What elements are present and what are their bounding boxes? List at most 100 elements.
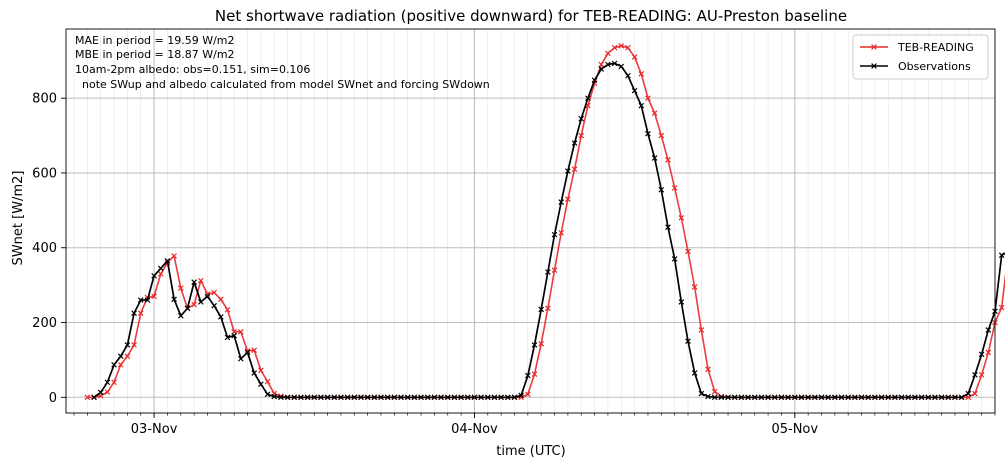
data-point-observations xyxy=(938,394,945,401)
data-point-observations xyxy=(952,394,958,401)
data-point-observations xyxy=(905,394,912,401)
data-point-observations xyxy=(364,394,371,401)
data-point-observations xyxy=(284,394,291,401)
data-point-observations xyxy=(925,394,932,401)
data-point-observations xyxy=(625,72,631,79)
data-point-observations xyxy=(678,299,685,305)
legend-swatch-marker xyxy=(871,63,877,69)
data-point-observations xyxy=(464,394,471,401)
data-point-teb-reading xyxy=(211,289,217,296)
data-point-teb-reading xyxy=(972,390,978,397)
data-point-observations xyxy=(945,394,952,401)
data-point-teb-reading xyxy=(658,132,665,139)
data-point-observations xyxy=(778,394,785,401)
data-point-observations xyxy=(858,394,865,401)
data-point-observations xyxy=(444,394,451,401)
data-point-teb-reading xyxy=(84,394,91,401)
data-point-observations xyxy=(398,394,404,401)
data-point-observations xyxy=(324,394,331,401)
series-layer xyxy=(84,43,1005,401)
data-point-observations xyxy=(424,394,431,401)
data-point-observations xyxy=(278,394,284,401)
data-point-observations xyxy=(151,272,157,279)
data-point-teb-reading xyxy=(545,305,551,312)
data-point-observations xyxy=(251,370,258,376)
data-point-teb-reading xyxy=(625,44,631,51)
y-tick-label: 400 xyxy=(32,241,57,256)
data-point-teb-reading xyxy=(691,284,698,290)
data-point-observations xyxy=(291,394,298,401)
data-point-teb-reading xyxy=(191,301,197,308)
x-tick-label: 03-Nov xyxy=(131,422,178,437)
data-point-teb-reading xyxy=(117,361,124,368)
data-point-teb-reading xyxy=(638,71,645,77)
data-point-observations xyxy=(318,394,324,401)
annotation-box: MAE in period = 19.59 W/m2 MBE in period… xyxy=(75,34,490,91)
annotation-mae: MAE in period = 19.59 W/m2 xyxy=(75,34,235,47)
data-point-teb-reading xyxy=(558,229,565,236)
data-point-observations xyxy=(958,394,965,401)
data-point-observations xyxy=(731,394,738,401)
data-point-observations xyxy=(371,394,378,401)
data-point-teb-reading xyxy=(124,353,131,359)
data-point-observations xyxy=(998,252,1005,259)
data-point-observations xyxy=(598,66,605,72)
data-point-observations xyxy=(431,394,438,401)
data-point-teb-reading xyxy=(244,348,251,354)
data-point-teb-reading xyxy=(218,296,224,303)
data-point-observations xyxy=(651,155,658,161)
data-point-observations xyxy=(791,394,798,401)
data-point-teb-reading xyxy=(137,310,144,316)
data-point-observations xyxy=(638,102,645,109)
data-point-teb-reading xyxy=(565,196,571,202)
data-point-observations xyxy=(498,394,504,401)
data-point-observations xyxy=(131,310,137,316)
data-point-observations xyxy=(411,394,418,401)
data-point-observations xyxy=(338,394,344,401)
data-point-observations xyxy=(605,61,611,68)
data-point-observations xyxy=(418,394,424,401)
data-point-observations xyxy=(691,370,698,376)
data-point-observations xyxy=(685,338,691,345)
data-point-observations xyxy=(358,394,364,401)
data-point-observations xyxy=(785,394,791,401)
data-point-observations xyxy=(558,199,565,205)
plot-frame xyxy=(65,28,996,414)
data-point-observations xyxy=(585,95,591,101)
data-point-observations xyxy=(571,140,578,146)
data-point-teb-reading xyxy=(678,214,685,221)
data-point-teb-reading xyxy=(685,248,691,255)
data-point-observations xyxy=(965,390,972,397)
data-point-observations xyxy=(978,351,985,358)
data-point-observations xyxy=(177,312,184,319)
data-point-observations xyxy=(331,394,338,401)
data-point-observations xyxy=(518,392,524,399)
data-point-observations xyxy=(484,394,491,401)
data-point-teb-reading xyxy=(598,61,605,68)
data-point-observations xyxy=(872,394,878,401)
y-tick-label: 600 xyxy=(32,166,57,181)
data-point-observations xyxy=(351,394,358,401)
annotation-note: note SWup and albedo calculated from mod… xyxy=(75,78,490,91)
data-point-observations xyxy=(545,269,551,275)
data-point-observations xyxy=(471,394,478,401)
data-point-teb-reading xyxy=(258,367,264,374)
data-point-teb-reading xyxy=(197,277,204,284)
data-point-observations xyxy=(478,394,484,401)
x-tick-label: 04-Nov xyxy=(451,422,498,437)
data-point-observations xyxy=(197,299,204,305)
legend-swatch-marker xyxy=(871,44,877,50)
data-point-observations xyxy=(97,389,104,396)
annotation-mbe: MBE in period = 18.87 W/m2 xyxy=(75,48,235,61)
data-point-observations xyxy=(244,349,251,356)
data-point-observations xyxy=(852,394,858,401)
data-point-observations xyxy=(578,115,585,122)
y-tick-label: 800 xyxy=(32,92,57,107)
data-point-teb-reading xyxy=(711,388,718,395)
data-point-observations xyxy=(878,394,885,401)
data-point-teb-reading xyxy=(525,391,531,398)
legend: TEB-READING Observations xyxy=(852,34,989,80)
data-point-observations xyxy=(972,372,978,378)
data-point-observations xyxy=(811,394,818,401)
data-point-observations xyxy=(898,394,905,401)
